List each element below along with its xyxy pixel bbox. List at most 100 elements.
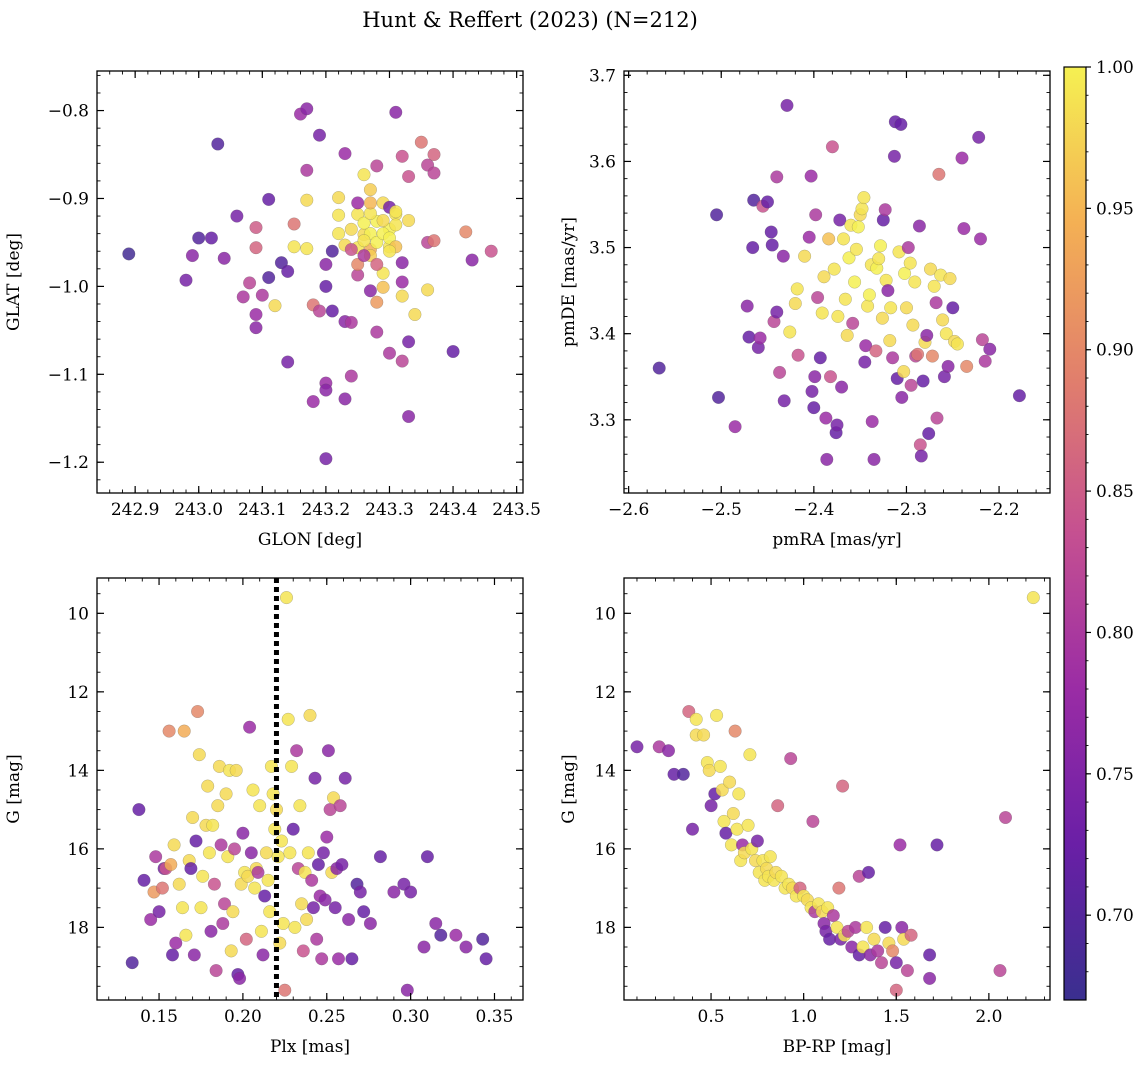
scatter-point: [848, 275, 862, 289]
scatter-point: [172, 877, 186, 891]
scatter-point: [402, 410, 416, 423]
scatter-point: [201, 779, 215, 793]
scatter-point: [281, 264, 295, 278]
scatter-point: [204, 924, 218, 938]
scatter-point: [249, 321, 263, 335]
scatter-point: [283, 846, 297, 860]
scatter-point: [972, 130, 986, 144]
scatter-point: [459, 225, 473, 239]
scatter-point: [978, 354, 992, 368]
scatter-point: [344, 369, 358, 383]
scatter-point: [155, 881, 169, 895]
scatter-point: [300, 163, 314, 177]
scatter-point: [319, 257, 333, 271]
scatter-point: [310, 932, 324, 946]
scatter-point: [764, 225, 778, 239]
scatter-point: [255, 288, 269, 302]
scatter-point: [427, 234, 441, 248]
scatter-point: [955, 151, 969, 165]
scatter-point: [243, 720, 257, 734]
scatter-point: [132, 803, 146, 817]
scatter-point: [387, 885, 401, 899]
scatter-point: [219, 787, 233, 801]
scatter-point: [262, 192, 276, 206]
scatter-point: [855, 202, 869, 216]
scatter-point: [887, 149, 901, 163]
scatter-point: [166, 948, 179, 962]
scatter-point: [788, 297, 802, 310]
scatter-point: [824, 370, 837, 384]
y-tick-label: 12: [67, 683, 89, 703]
scatter-point: [389, 205, 403, 219]
scatter-point: [122, 247, 136, 261]
scatter-point: [943, 272, 957, 286]
scatter-point: [321, 744, 335, 758]
scatter-point: [1012, 389, 1026, 403]
scatter-point: [459, 940, 473, 954]
y-tick-label: 16: [594, 840, 616, 860]
scatter-point: [819, 411, 833, 425]
scatter-point: [833, 213, 847, 227]
scatter-point: [370, 159, 384, 173]
scatter-point: [383, 346, 396, 360]
scatter-point: [904, 928, 918, 942]
scatter-point: [874, 239, 887, 253]
y-tick-label: 18: [67, 918, 89, 938]
scatter-point: [194, 901, 208, 915]
scatter-point: [809, 208, 823, 222]
x-tick-label: 0.30: [392, 1007, 430, 1027]
scatter-point: [713, 759, 727, 773]
scatter-point: [993, 964, 1007, 978]
scatter-point: [686, 822, 699, 836]
scatter-point: [187, 948, 201, 962]
scatter-point: [332, 227, 346, 241]
scatter-point: [862, 288, 876, 302]
y-tick-label: −0.9: [48, 189, 89, 209]
points-bottom-right: [630, 591, 1040, 997]
x-tick-label: −2.2: [978, 500, 1019, 520]
points-top-right: [652, 98, 1026, 466]
scatter-point: [376, 214, 390, 227]
scatter-point: [230, 209, 244, 223]
scatter-point: [726, 807, 740, 820]
scatter-point: [395, 149, 409, 163]
scatter-point: [363, 196, 377, 210]
scatter-point: [373, 850, 387, 864]
scatter-point: [838, 292, 852, 306]
scatter-point: [328, 901, 342, 915]
y-axis-label: pmDE [mas/yr]: [559, 217, 579, 347]
scatter-point: [939, 327, 953, 341]
scatter-point: [875, 311, 889, 325]
scatter-point: [300, 102, 314, 116]
scatter-point: [300, 242, 314, 256]
scatter-point: [484, 244, 498, 258]
scatter-point: [395, 275, 409, 289]
scatter-point: [256, 948, 270, 962]
scatter-point: [217, 251, 231, 265]
x-axis-label: GLON [deg]: [258, 530, 362, 550]
scatter-point: [859, 339, 873, 353]
scatter-point: [867, 932, 881, 946]
scatter-point: [662, 744, 675, 758]
scatter-point: [162, 724, 176, 738]
scatter-point: [704, 799, 718, 813]
scatter-point: [353, 885, 367, 899]
x-tick-label: 0.15: [140, 1007, 178, 1027]
scatter-point: [974, 232, 987, 246]
scatter-point: [300, 913, 314, 926]
scatter-point: [904, 378, 918, 392]
scatter-point: [826, 909, 840, 923]
scatter-point: [465, 253, 479, 267]
scatter-point: [881, 284, 895, 298]
y-tick-label: −1.2: [48, 453, 89, 473]
scatter-point: [169, 936, 183, 950]
scatter-point: [363, 917, 377, 930]
y-tick-label: 3.5: [589, 239, 616, 259]
scatter-point: [344, 222, 358, 236]
scatter-point: [903, 256, 917, 270]
scatter-point: [357, 216, 371, 230]
scatter-point: [825, 140, 839, 154]
scatter-point: [286, 822, 300, 836]
scatter-point: [249, 221, 263, 234]
scatter-point: [224, 944, 238, 958]
